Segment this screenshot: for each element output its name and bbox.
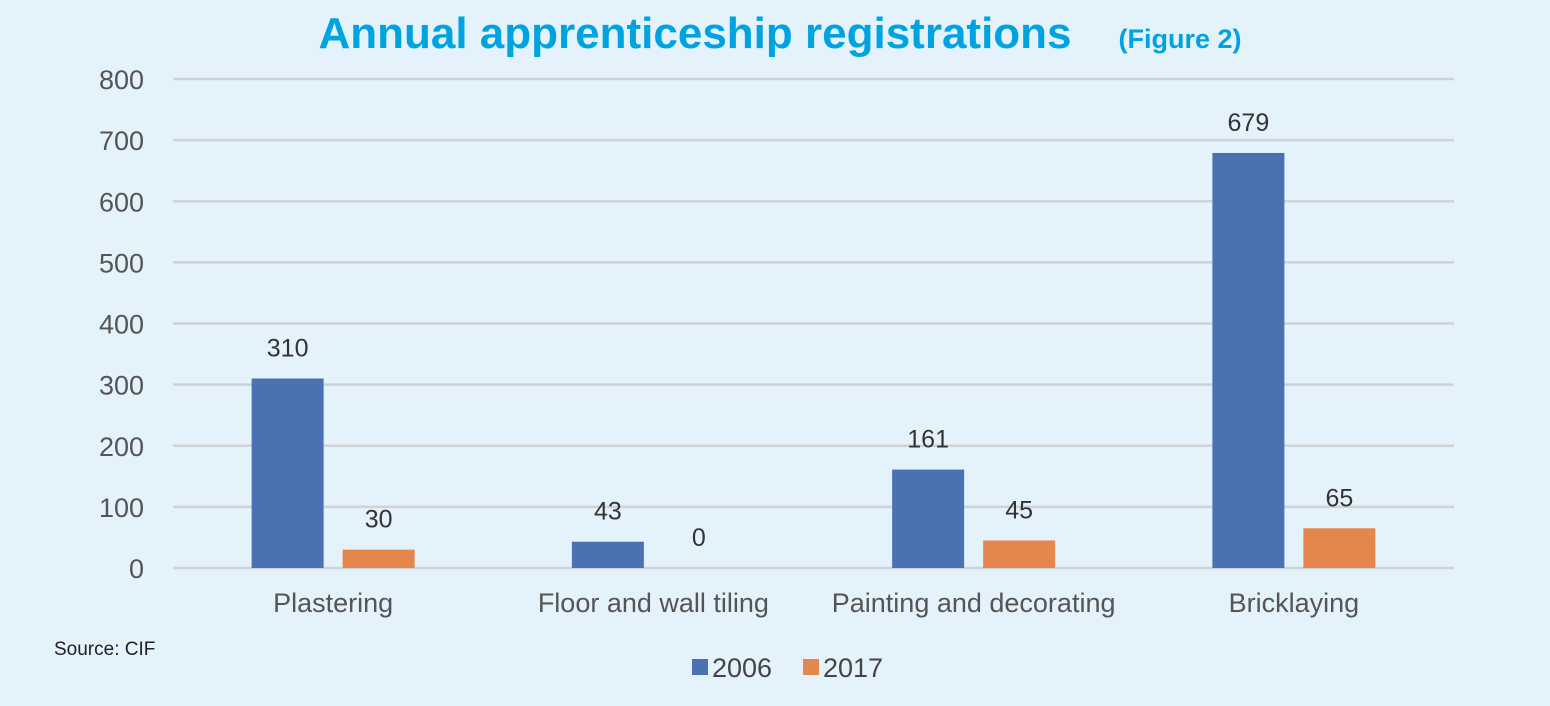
x-category-label: Bricklaying — [1229, 588, 1360, 618]
data-label: 310 — [267, 335, 309, 363]
x-axis-categories: Plastering Floor and wall tiling Painting … — [273, 588, 1359, 618]
legend-swatch-2006 — [692, 659, 708, 675]
legend-label: 2006 — [712, 653, 772, 683]
data-label: 161 — [907, 426, 949, 454]
chart-subtitle: (Figure 2) — [1118, 24, 1241, 54]
data-label: 45 — [1005, 496, 1033, 524]
x-category-label: Painting and decorating — [832, 588, 1116, 618]
data-labels: 310 30 43 0 161 45 679 65 — [267, 109, 1354, 552]
bar-2006-0 — [251, 378, 324, 568]
bar-2017-0 — [342, 549, 415, 568]
bar-2006-1 — [571, 541, 644, 568]
y-tick-label: 0 — [129, 554, 144, 584]
legend-label: 2017 — [823, 653, 883, 683]
source-note: Source: CIF — [54, 639, 155, 660]
data-label: 0 — [692, 524, 706, 552]
y-tick-label: 800 — [99, 65, 144, 95]
y-tick-label: 500 — [99, 248, 144, 278]
x-category-label: Plastering — [273, 588, 393, 618]
bar-2017-3 — [1303, 528, 1376, 568]
legend-swatch-2017 — [803, 659, 819, 675]
y-tick-label: 100 — [99, 493, 144, 523]
chart-title: Annual apprenticeship registrations — [318, 9, 1071, 58]
bar-2006-2 — [892, 469, 965, 568]
bar-2017-2 — [983, 540, 1056, 568]
bars — [251, 152, 1376, 568]
y-tick-label: 600 — [99, 187, 144, 217]
x-category-label: Floor and wall tiling — [538, 588, 769, 618]
gridlines — [173, 77, 1454, 570]
y-tick-label: 200 — [99, 432, 144, 462]
data-label: 43 — [594, 498, 622, 526]
data-label: 679 — [1228, 109, 1270, 137]
legend: 2006 2017 — [692, 653, 883, 683]
data-label: 30 — [365, 506, 393, 534]
data-label: 65 — [1325, 484, 1353, 512]
y-axis-ticks: 0 100 200 300 400 500 600 700 800 — [99, 65, 144, 584]
y-tick-label: 400 — [99, 310, 144, 340]
y-tick-label: 300 — [99, 371, 144, 401]
bar-2006-3 — [1212, 152, 1285, 568]
y-tick-label: 700 — [99, 126, 144, 156]
